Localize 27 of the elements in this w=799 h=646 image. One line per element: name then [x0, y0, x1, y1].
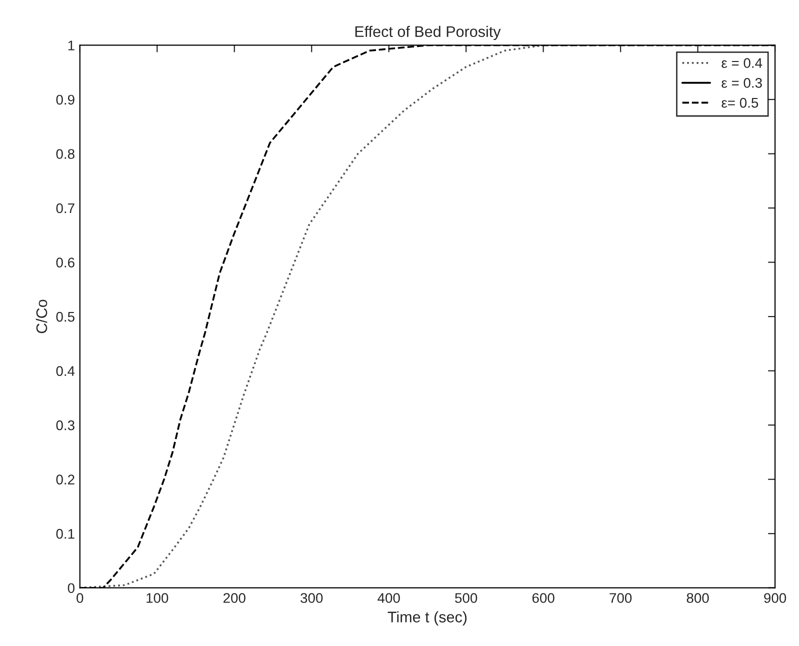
- y-tick-label: 0: [68, 583, 74, 594]
- y-tick-label: 0.5: [56, 312, 74, 322]
- x-tick-label: 100: [146, 593, 168, 603]
- y-tick-label: 1: [68, 40, 74, 50]
- x-tick-label: 700: [610, 593, 632, 603]
- legend-label: ε = 0.4: [722, 58, 762, 68]
- y-tick-label: 0.8: [56, 149, 74, 159]
- y-tick-label: 0.2: [56, 474, 74, 484]
- x-axis-title: Time t (sec): [388, 611, 467, 626]
- y-tick-label: 0.1: [56, 528, 74, 539]
- x-tick-label: 400: [378, 593, 400, 603]
- x-tick-label: 600: [532, 593, 554, 603]
- x-tick-label: 800: [686, 593, 709, 603]
- legend-label: ε = 0.3: [722, 78, 762, 88]
- x-tick-label: 500: [455, 593, 478, 603]
- x-tick-label: 200: [223, 593, 246, 603]
- y-tick-label: 0.7: [56, 203, 74, 214]
- x-tick-label: 0: [76, 593, 84, 603]
- x-tick-label: 300: [300, 593, 323, 603]
- y-axis-title: C/Co: [36, 300, 48, 334]
- y-tick-label: 0.6: [56, 258, 74, 268]
- y-tick-label: 0.3: [56, 420, 74, 430]
- chart-title: Effect of Bed Porosity: [355, 26, 501, 40]
- legend-label: ε= 0.5: [722, 98, 758, 108]
- y-tick-label: 0.4: [56, 366, 75, 376]
- x-tick-label: 900: [764, 593, 786, 603]
- y-tick-label: 0.9: [56, 94, 74, 105]
